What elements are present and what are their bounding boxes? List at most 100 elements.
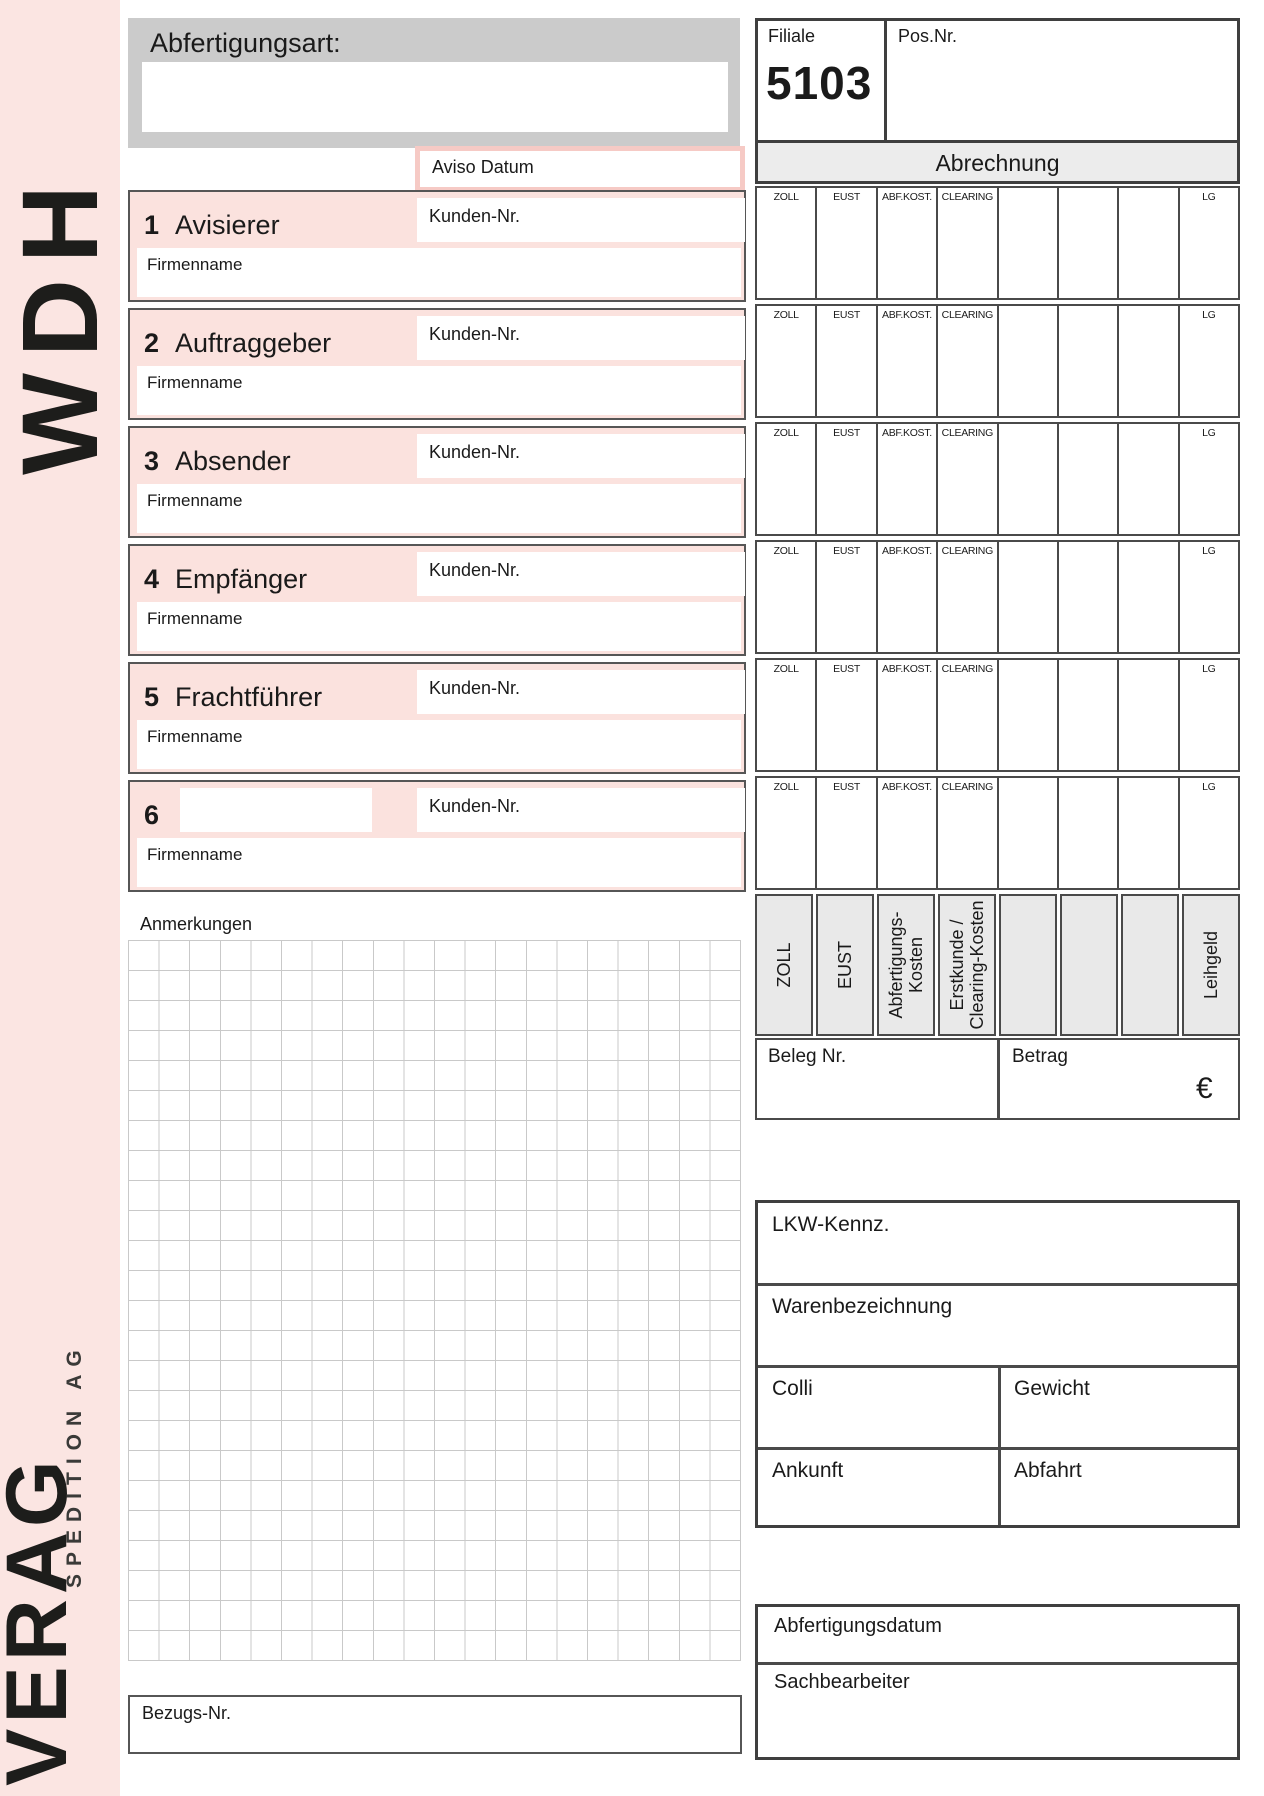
abrechnung-column-header: CLEARING: [941, 663, 994, 675]
rotated-column-label: ZOLL: [773, 942, 794, 988]
abrechnung-cell-abfkost[interactable]: ABF.KOST.: [875, 188, 936, 298]
abrechnung-cell-zoll[interactable]: ZOLL: [757, 306, 815, 416]
abrechnung-cell-zoll[interactable]: ZOLL: [757, 660, 815, 770]
abrechnung-cell-lg[interactable]: LG: [1177, 424, 1238, 534]
abrechnung-cell-eust[interactable]: EUST: [815, 424, 875, 534]
abrechnung-cell-eust[interactable]: EUST: [815, 660, 875, 770]
abrechnung-cell-clearing[interactable]: CLEARING: [936, 424, 996, 534]
pos-nr-field[interactable]: [890, 50, 1236, 144]
firmenname-field[interactable]: Firmenname: [137, 720, 741, 769]
abrechnung-cell[interactable]: [1117, 660, 1177, 770]
party-row-absender: 3 Absender Kunden-Nr. Firmenname: [128, 426, 746, 538]
abrechnung-cell[interactable]: [996, 660, 1057, 770]
abrechnung-cell-zoll[interactable]: ZOLL: [757, 188, 815, 298]
sachbearbeiter-field[interactable]: [758, 1695, 1237, 1755]
abrechnung-cell-abfkost[interactable]: ABF.KOST.: [875, 660, 936, 770]
abrechnung-cell[interactable]: [1056, 424, 1117, 534]
betrag-label: Betrag: [1012, 1046, 1068, 1067]
abrechnung-cell-clearing[interactable]: CLEARING: [936, 306, 996, 416]
firmenname-field[interactable]: Firmenname: [137, 248, 741, 297]
abrechnung-cell-abfkost[interactable]: ABF.KOST.: [875, 306, 936, 416]
abrechnung-cell-zoll[interactable]: ZOLL: [757, 542, 815, 652]
abrechnung-cell[interactable]: [1056, 542, 1117, 652]
abrechnung-column-header: ZOLL: [773, 191, 799, 203]
colli-field[interactable]: [758, 1397, 996, 1447]
abrechnung-cell-eust[interactable]: EUST: [815, 306, 875, 416]
abrechnung-cell[interactable]: [996, 424, 1057, 534]
kunden-nr-field[interactable]: Kunden-Nr.: [417, 552, 745, 596]
abrechnung-cell-lg[interactable]: LG: [1177, 306, 1238, 416]
abrechnung-cell-zoll[interactable]: ZOLL: [757, 778, 815, 888]
abfertigungsart-field[interactable]: [142, 62, 728, 132]
kunden-nr-field[interactable]: Kunden-Nr.: [417, 198, 745, 242]
abrechnung-row: ZOLL EUST ABF.KOST. CLEARING LG: [755, 186, 1240, 300]
firmenname-field[interactable]: Firmenname: [137, 484, 741, 533]
abrechnung-column-header: CLEARING: [941, 191, 994, 203]
abrechnung-cell[interactable]: [1056, 778, 1117, 888]
abrechnung-cell-eust[interactable]: EUST: [815, 188, 875, 298]
abrechnung-cell-zoll[interactable]: ZOLL: [757, 424, 815, 534]
abrechnung-cell[interactable]: [996, 188, 1057, 298]
abrechnung-cell[interactable]: [1117, 778, 1177, 888]
abrechnung-column-header: ABF.KOST.: [882, 781, 932, 793]
abrechnung-cell-lg[interactable]: LG: [1177, 778, 1238, 888]
abrechnung-cell-abfkost[interactable]: ABF.KOST.: [875, 778, 936, 888]
abrechnung-cell[interactable]: [996, 778, 1057, 888]
party-title: 4 Empfänger: [144, 564, 307, 595]
abrechnung-cell-lg[interactable]: LG: [1177, 660, 1238, 770]
abrechnung-column-header: [1119, 306, 1177, 309]
ankunft-field[interactable]: [758, 1479, 996, 1524]
abrechnung-cell[interactable]: [1056, 188, 1117, 298]
warenbezeichnung-field[interactable]: [758, 1315, 1237, 1365]
abrechnung-cell[interactable]: [1056, 306, 1117, 416]
abrechnung-cell-lg[interactable]: LG: [1177, 188, 1238, 298]
firmenname-field[interactable]: Firmenname: [137, 366, 741, 415]
gewicht-field[interactable]: [1002, 1397, 1237, 1447]
rotated-cell: [1060, 894, 1118, 1036]
bezugs-nr-field[interactable]: [128, 1695, 742, 1754]
abrechnung-cell[interactable]: [1117, 542, 1177, 652]
wdh-logo: WDH: [0, 169, 120, 475]
abrechnung-cell-eust[interactable]: EUST: [815, 542, 875, 652]
abrechnung-cell-clearing[interactable]: CLEARING: [936, 778, 996, 888]
aviso-datum-field[interactable]: Aviso Datum: [415, 146, 745, 192]
anmerkungen-grid[interactable]: [128, 940, 741, 1661]
abrechnung-cell-abfkost[interactable]: ABF.KOST.: [875, 542, 936, 652]
lkw-kennz-field[interactable]: [758, 1233, 1237, 1283]
abrechnung-cell[interactable]: [1117, 188, 1177, 298]
abrechnung-cell[interactable]: [996, 542, 1057, 652]
abrechnung-cell-clearing[interactable]: CLEARING: [936, 660, 996, 770]
party-number: 2: [144, 328, 160, 358]
bezugs-nr-label: Bezugs-Nr.: [142, 1703, 232, 1723]
abrechnung-cell-eust[interactable]: EUST: [815, 778, 875, 888]
abrechnung-column-header: LG: [1202, 663, 1216, 675]
abrechnung-cell[interactable]: [1056, 660, 1117, 770]
kunden-nr-field[interactable]: Kunden-Nr.: [417, 670, 745, 714]
party-number: 3: [144, 446, 160, 476]
abrechnung-cell[interactable]: [996, 306, 1057, 416]
kunden-nr-field[interactable]: Kunden-Nr.: [417, 316, 745, 360]
kunden-nr-field[interactable]: Kunden-Nr.: [417, 788, 745, 832]
abrechnung-cell[interactable]: [1117, 424, 1177, 534]
party-title: 2 Auftraggeber: [144, 328, 331, 359]
abrechnung-cell-clearing[interactable]: CLEARING: [936, 188, 996, 298]
kunden-nr-field[interactable]: Kunden-Nr.: [417, 434, 745, 478]
processing-box: Abfertigungsdatum Sachbearbeiter: [755, 1604, 1240, 1760]
party-label: Absender: [175, 446, 291, 476]
abrechnung-column-header: [999, 660, 1057, 663]
abrechnung-cell-abfkost[interactable]: ABF.KOST.: [875, 424, 936, 534]
abrechnung-column-header: [999, 778, 1057, 781]
abfahrt-field[interactable]: [1002, 1479, 1237, 1524]
abrechnung-cell-clearing[interactable]: CLEARING: [936, 542, 996, 652]
firmenname-field[interactable]: Firmenname: [137, 838, 741, 887]
firmenname-field[interactable]: Firmenname: [137, 602, 741, 651]
abfertigungsdatum-field[interactable]: [758, 1637, 1237, 1661]
abrechnung-cell[interactable]: [1117, 306, 1177, 416]
party-number: 4: [144, 564, 160, 594]
party-label: Auftraggeber: [175, 328, 332, 358]
abrechnung-cell-lg[interactable]: LG: [1177, 542, 1238, 652]
abrechnung-column-header: ZOLL: [773, 427, 799, 439]
party-label: Frachtführer: [175, 682, 323, 712]
party-6-name-field[interactable]: [180, 788, 372, 832]
abrechnung-column-header: LG: [1202, 545, 1216, 557]
